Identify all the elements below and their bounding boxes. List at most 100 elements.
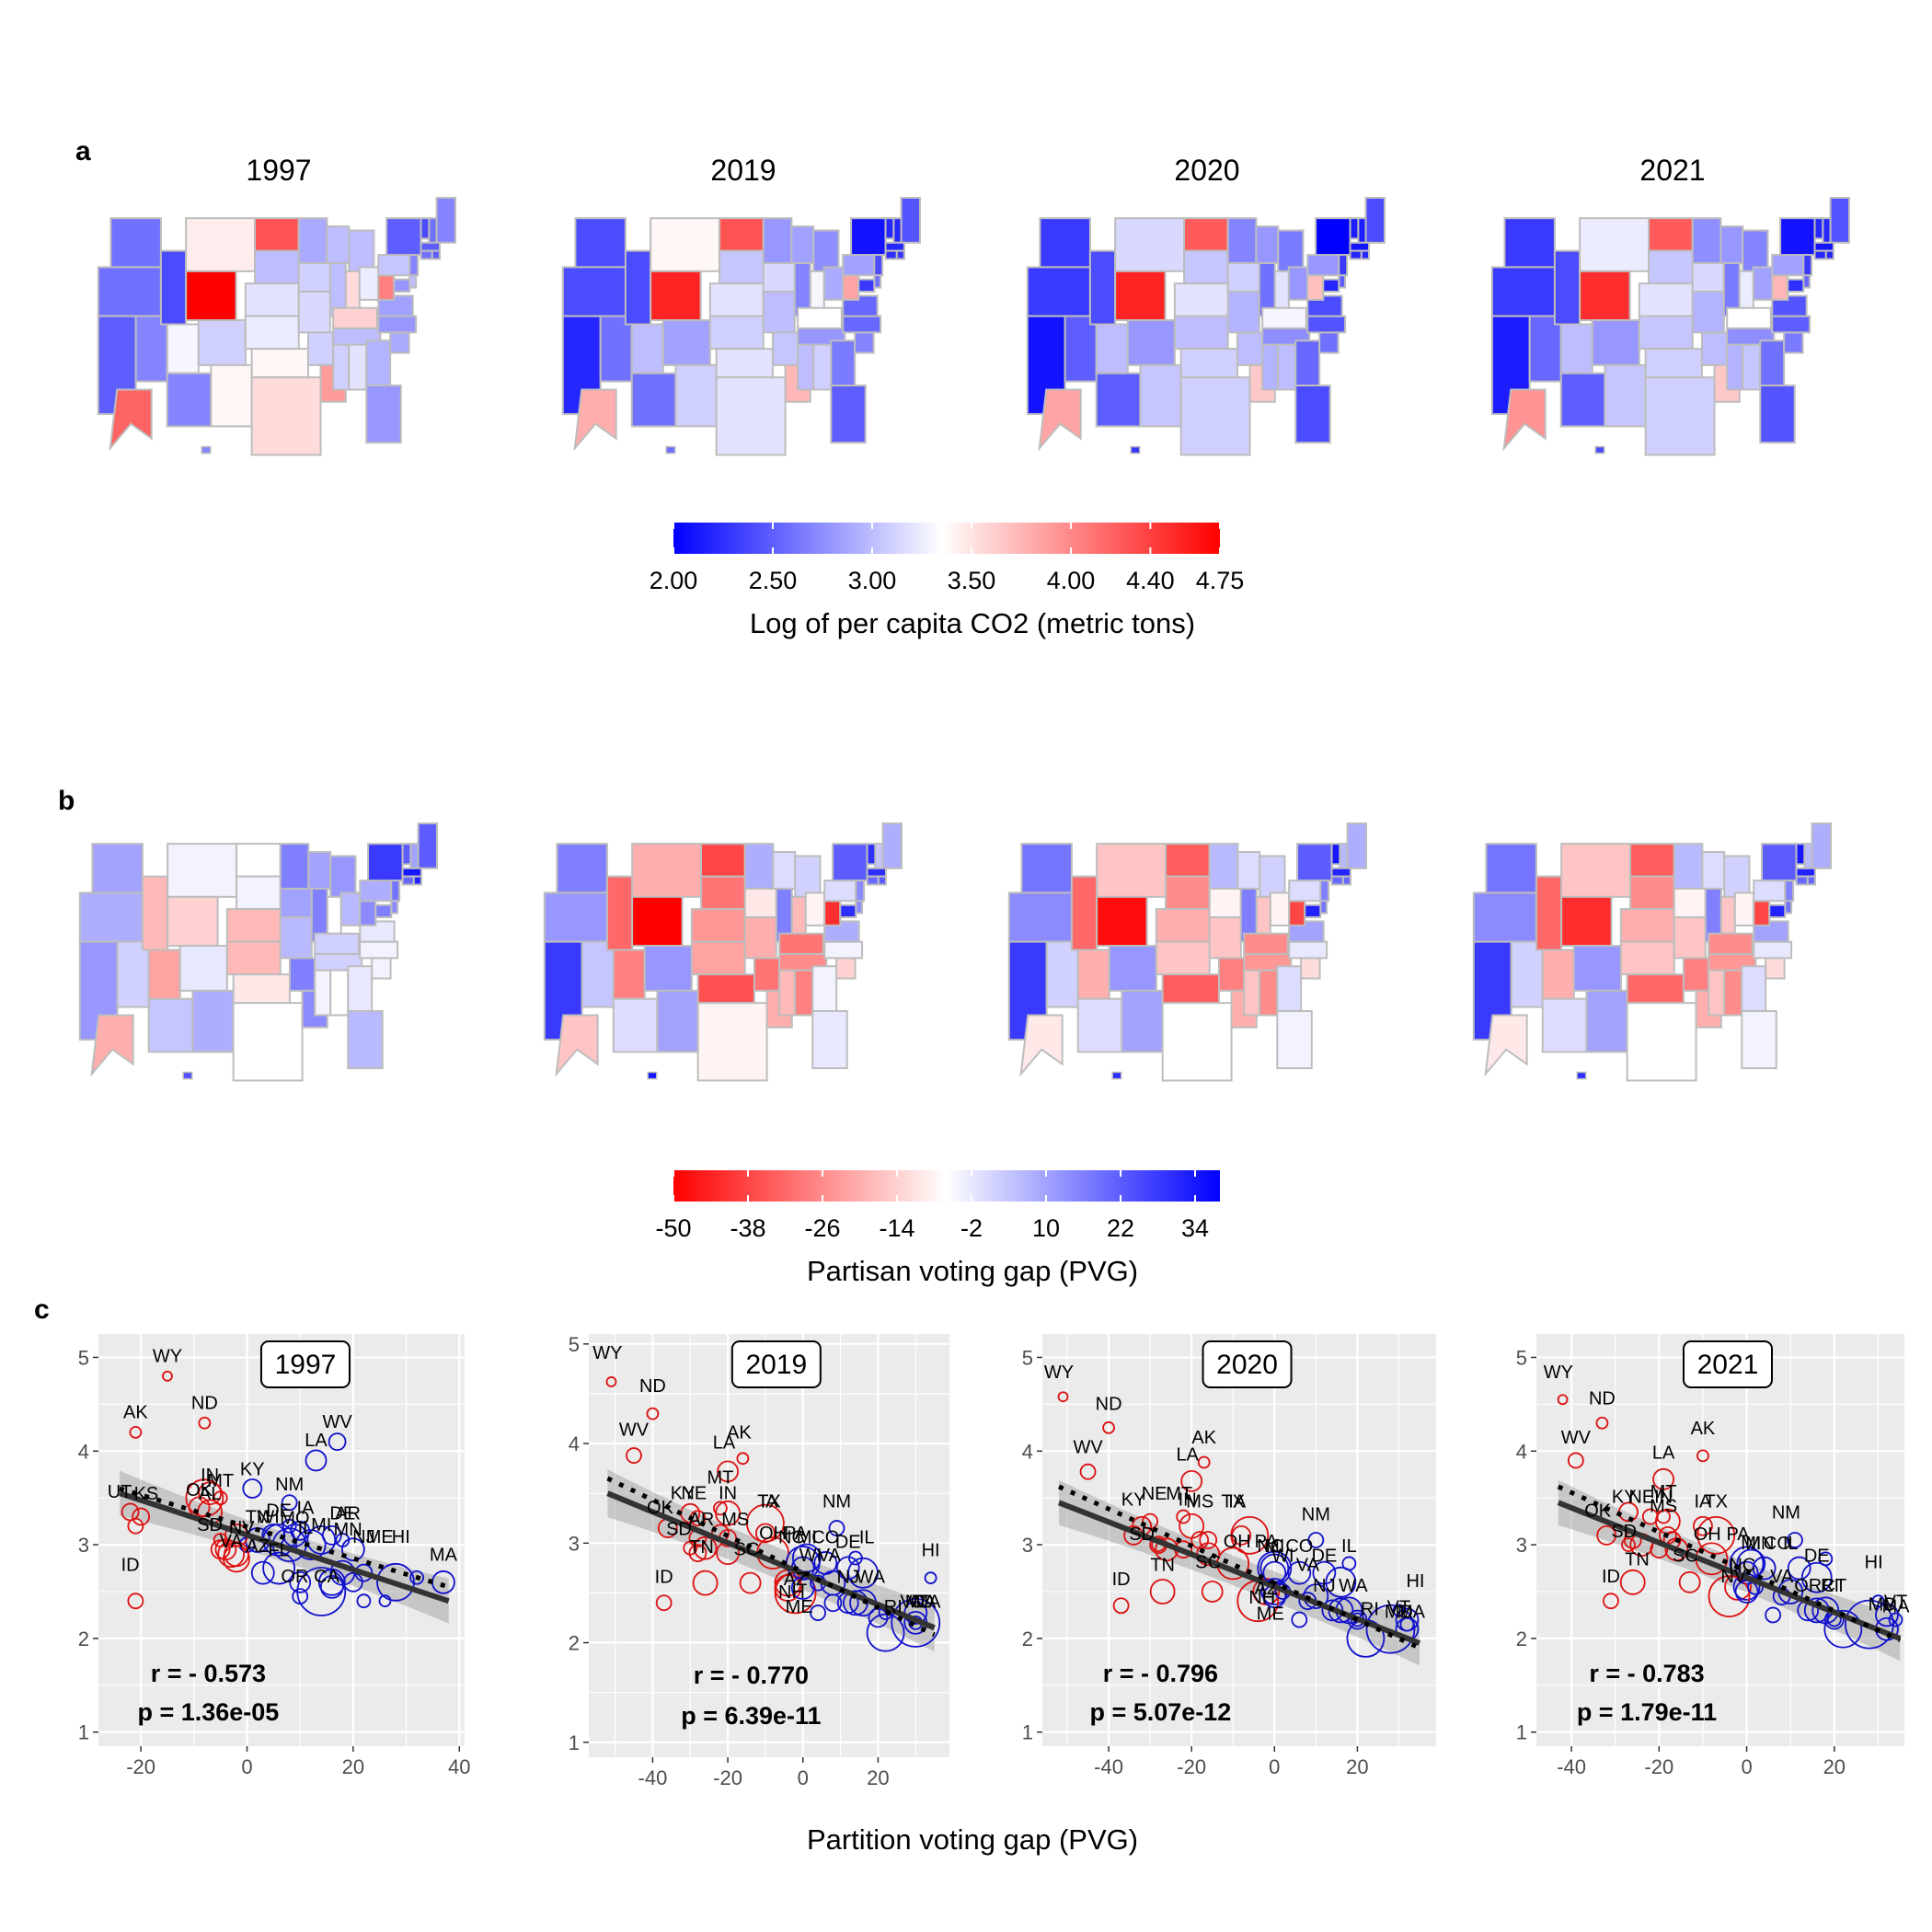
state-ut-co2-2019	[630, 323, 664, 374]
x-tick-2020-1: -20	[1177, 1755, 1206, 1778]
state-hi-pvg-1997	[182, 1071, 193, 1080]
point-mt-2019	[713, 1501, 728, 1516]
state-label-ms-2020: MS	[1186, 1491, 1213, 1512]
state-label-ri-2019: RI	[884, 1597, 903, 1617]
state-wa-co2-1997	[109, 217, 162, 269]
state-label-nj-1997: NJ	[352, 1527, 374, 1547]
state-label-oh-2020: OH	[1224, 1532, 1251, 1552]
state-ny-co2-2020	[1315, 217, 1351, 257]
r-value-2021: r = - 0.783	[1589, 1660, 1704, 1687]
state-label-mt-2021: MT	[1650, 1482, 1677, 1502]
state-va-pvg-2021	[1753, 920, 1789, 943]
state-tx-pvg-1997	[232, 1002, 304, 1082]
map-title-a-2020: 2020	[1174, 154, 1239, 187]
state-ri-co2-2021	[1824, 249, 1834, 260]
state-wv-pvg-1997	[359, 900, 377, 926]
r-value-2020: r = - 0.796	[1103, 1660, 1218, 1687]
state-ga-co2-1997	[365, 339, 392, 387]
state-ut-pvg-2019	[612, 949, 646, 1000]
x-tick-2021-1: -20	[1644, 1755, 1673, 1778]
state-ak-co2-2020	[1038, 388, 1082, 452]
point-tx-2020	[1230, 1516, 1270, 1555]
state-ms-pvg-2020	[1243, 969, 1261, 1017]
state-ne-pvg-2021	[1619, 908, 1675, 943]
x-tick-2019-0: -40	[638, 1766, 668, 1789]
state-me-co2-2020	[1364, 197, 1386, 244]
co2-ticks-label-3: 3.50	[948, 567, 996, 594]
state-pa-pvg-1997	[359, 880, 393, 903]
dotted-fit-line-2021	[1557, 1484, 1902, 1643]
state-label-mt-2020: MT	[1166, 1484, 1192, 1504]
point-hi-1997	[378, 1594, 392, 1608]
state-ks-pvg-2021	[1619, 940, 1675, 976]
point-wv-1997	[328, 1432, 347, 1451]
state-mt-pvg-1997	[167, 843, 238, 898]
state-ms-pvg-1997	[314, 969, 332, 1017]
state-label-ri-2021: RI	[1821, 1576, 1839, 1596]
point-co-2021	[1787, 1556, 1811, 1581]
state-label-ma-1997: MA	[430, 1545, 458, 1565]
x-tick-2020-3: 20	[1346, 1755, 1368, 1778]
state-label-sd-2020: SD	[1129, 1524, 1155, 1545]
state-me-co2-2019	[900, 197, 922, 244]
state-ri-pvg-1997	[412, 875, 422, 886]
state-al-pvg-2020	[1259, 969, 1279, 1017]
state-ks-pvg-2019	[690, 940, 746, 976]
state-wv-co2-2020	[1306, 274, 1325, 301]
point-ri-1997	[409, 1570, 424, 1585]
panel-letter-c: c	[34, 1294, 50, 1325]
map-co2-2019	[561, 197, 922, 456]
point-ca-1997	[296, 1567, 347, 1616]
year-box-label-2020: 2020	[1216, 1350, 1278, 1380]
co2-legend-title: Log of per capita CO2 (metric tons)	[750, 607, 1195, 639]
state-ia-pvg-1997	[279, 887, 313, 919]
r-value-1997: r = - 0.573	[151, 1660, 266, 1687]
y-tick-2019-4: 5	[569, 1333, 580, 1356]
state-id-co2-1997	[159, 249, 188, 326]
point-az-2019	[790, 1576, 815, 1600]
state-nc-pvg-2020	[1288, 940, 1328, 960]
state-ga-pvg-2019	[811, 965, 838, 1013]
point-md-2021	[1875, 1603, 1899, 1627]
point-co-2019	[835, 1556, 860, 1581]
state-sd-co2-2021	[1648, 249, 1694, 285]
state-nv-co2-2020	[1064, 315, 1098, 383]
state-nj-co2-1997	[408, 254, 420, 277]
state-id-co2-2021	[1553, 249, 1581, 326]
state-label-wv-2020: WV	[1073, 1437, 1103, 1457]
state-mn-pvg-2019	[743, 843, 775, 890]
point-ny-2021	[1823, 1609, 1863, 1649]
state-nv-co2-1997	[134, 315, 168, 383]
state-wi-co2-1997	[326, 225, 351, 264]
co2-ticks-label-6: 4.75	[1196, 567, 1245, 594]
state-ma-pvg-1997	[401, 867, 422, 878]
point-hi-2020	[1392, 1604, 1406, 1617]
dotted-fit-line-2019	[606, 1476, 936, 1638]
map-title-a-2019: 2019	[710, 154, 776, 187]
state-label-nd-2020: ND	[1096, 1394, 1122, 1414]
state-label-la-1997: LA	[305, 1431, 328, 1451]
state-label-ky-2020: KY	[1121, 1489, 1146, 1510]
state-mt-co2-2019	[650, 217, 721, 272]
state-me-co2-1997	[435, 197, 457, 244]
state-label-oh-2019: OH	[759, 1524, 787, 1544]
state-label-tx-2020: TX	[1221, 1491, 1245, 1512]
state-ct-pvg-1997	[401, 875, 415, 886]
pvg-ticks-label-5: 10	[1032, 1214, 1060, 1242]
state-label-or-1997: OR	[281, 1567, 308, 1587]
state-label-me-1997: ME	[366, 1527, 394, 1547]
y-tick-2019-2: 3	[569, 1532, 580, 1555]
pvg-ticks-label-4: -2	[960, 1214, 983, 1242]
state-ny-pvg-2019	[832, 843, 868, 882]
state-in-pvg-2020	[1255, 895, 1271, 935]
state-label-ms-2021: MS	[1650, 1496, 1677, 1516]
pvg-ticks-label-6: 22	[1107, 1214, 1134, 1242]
state-label-ca-2019: CA	[911, 1593, 937, 1613]
state-mo-co2-2020	[1226, 291, 1260, 334]
state-wy-co2-2020	[1114, 270, 1167, 322]
state-label-de-2019: DE	[835, 1533, 861, 1553]
point-de-2021	[1818, 1551, 1834, 1567]
